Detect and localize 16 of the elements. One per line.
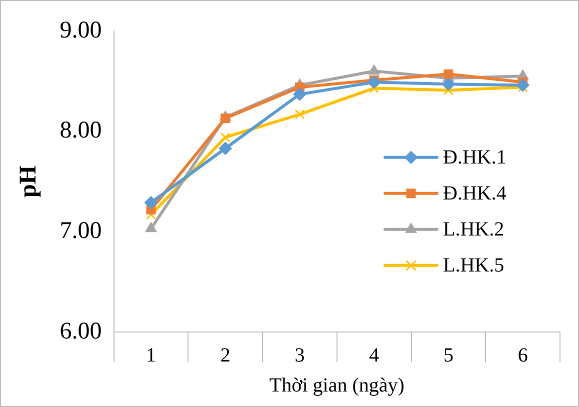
x-tick-label: 5 [443, 344, 454, 366]
y-tick-label: 7.00 [60, 218, 102, 244]
x-tick-label: 2 [220, 344, 230, 366]
x-tick-label: 4 [369, 344, 380, 366]
legend-label: L.HK.2 [443, 218, 504, 241]
legend-label: Đ.HK.4 [443, 182, 506, 205]
y-tick-label: 9.00 [60, 17, 102, 44]
legend-label: L.HK.5 [443, 254, 504, 277]
legend-label: Đ.HK.1 [443, 146, 506, 169]
y-tick-label: 6.00 [60, 318, 102, 344]
y-tick-label: 8.00 [60, 118, 102, 144]
x-tick-label: 1 [146, 344, 156, 366]
x-tick-label: 3 [294, 344, 305, 366]
y-axis-title: pH [16, 165, 42, 198]
x-axis-title: Thời gian (ngày) [269, 374, 404, 396]
x-tick-label: 6 [518, 344, 528, 366]
